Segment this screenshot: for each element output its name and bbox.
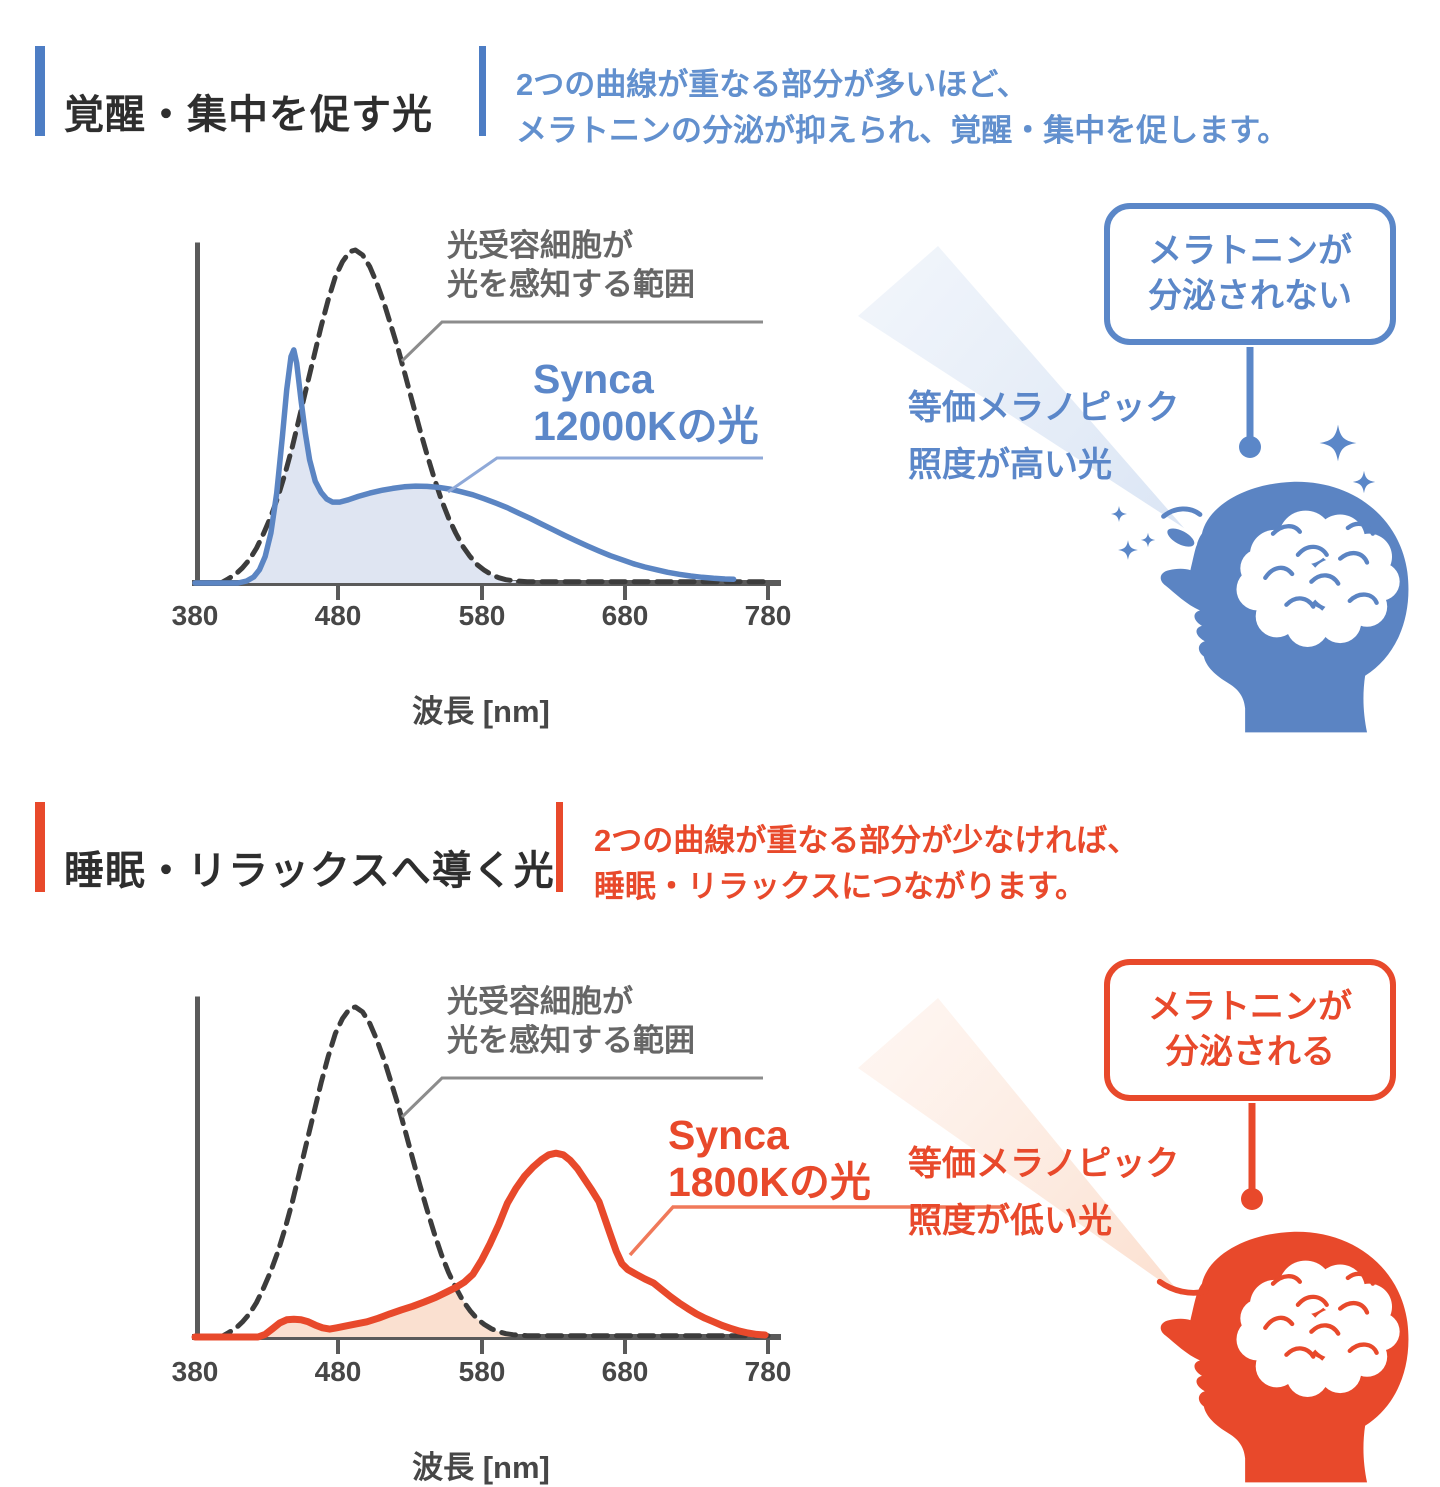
section-wake: 覚醒・集中を促す光 2つの曲線が重なる部分が多いほど、 メラトニンの分泌が抑えら… — [35, 46, 1440, 760]
section-title: 覚醒・集中を促す光 — [64, 93, 433, 137]
sensor-range-curve — [192, 1004, 771, 1340]
description-line: 睡眠・リラックスにつながります。 — [594, 869, 1086, 904]
awake-head-icon — [1161, 482, 1409, 733]
sensor-callout-line — [400, 320, 763, 363]
melatonin-speech-bubble: メラトニンが 分泌される — [1104, 959, 1396, 1101]
sensor-label-line: 光受容細胞が — [447, 228, 633, 263]
x-axis-title: 波長 [nm] — [412, 1450, 550, 1485]
melanopic-label: 等価メラノピック 照度が高い光 — [908, 380, 1179, 494]
section-accent-bar — [35, 46, 45, 136]
melanopic-label-line: 照度が高い光 — [908, 446, 1112, 484]
sensor-curve-label: 光受容細胞が 光を感知する範囲 — [447, 982, 695, 1060]
bubble-line: メラトニンが — [1148, 232, 1352, 270]
light-beam — [858, 998, 1182, 1296]
bubble-connector-dot — [1239, 436, 1261, 458]
bubble-connector-dot — [1241, 1188, 1263, 1210]
synca-label-line: 1800Kの光 — [668, 1159, 871, 1205]
melanopic-label-line: 照度が低い光 — [908, 1202, 1112, 1240]
section-sleep: 睡眠・リラックスへ導く光 2つの曲線が重なる部分が少なければ、 睡眠・リラックス… — [0, 756, 1440, 1485]
header-divider — [556, 802, 563, 892]
overlap-fill-area — [263, 1287, 516, 1337]
melanopic-label-line: 等価メラノピック — [908, 389, 1180, 427]
x-tick-580: 580 — [458, 1356, 506, 1387]
x-tick-780: 780 — [744, 600, 792, 631]
synca-callout-line — [628, 1205, 1005, 1257]
overlap-fill-area — [246, 410, 516, 583]
description-line: メラトニンの分泌が抑えられ、覚醒・集中を促します。 — [516, 113, 1289, 148]
description-line: 2つの曲線が重なる部分が少なければ、 — [594, 823, 1139, 858]
synca-label-line: Synca — [533, 356, 654, 402]
sensor-label-line: 光受容細胞が — [447, 984, 633, 1019]
sleep-graphics — [191, 996, 1440, 1485]
sensor-callout-line — [400, 1076, 763, 1119]
bubble-line: 分泌されない — [1148, 277, 1352, 315]
section-accent-bar — [35, 802, 45, 892]
asleep-head-icon — [1160, 1232, 1409, 1483]
sensor-label-line: 光を感知する範囲 — [447, 1023, 695, 1058]
section-description: 2つの曲線が重なる部分が多いほど、 メラトニンの分泌が抑えられ、覚醒・集中を促し… — [516, 62, 1288, 154]
x-axis-title: 波長 [nm] — [412, 694, 550, 729]
synca-curve-label: Synca 1800Kの光 — [668, 1112, 871, 1206]
synca-spectrum-curve — [191, 1149, 769, 1341]
section-title: 睡眠・リラックスへ導く光 — [64, 849, 555, 893]
x-tick-480: 480 — [314, 1356, 362, 1387]
synca-curve-label: Synca 12000Kの光 — [533, 356, 759, 450]
sensor-curve-label: 光受容細胞が 光を感知する範囲 — [447, 226, 695, 304]
section-description: 2つの曲線が重なる部分が少なければ、 睡眠・リラックスにつながります。 — [594, 818, 1138, 910]
x-tick-480: 480 — [314, 600, 362, 631]
wake-graphics — [192, 242, 1440, 760]
melanopic-label-line: 等価メラノピック — [908, 1145, 1180, 1183]
x-tick-680: 680 — [601, 1356, 649, 1387]
bubble-line: メラトニンが — [1148, 988, 1352, 1026]
description-line: 2つの曲線が重なる部分が多いほど、 — [516, 67, 1028, 102]
x-tick-380: 380 — [171, 1356, 219, 1387]
synca-spectrum-curve — [192, 347, 737, 586]
sensor-label-line: 光を感知する範囲 — [447, 267, 695, 302]
melatonin-speech-bubble: メラトニンが 分泌されない — [1104, 203, 1396, 345]
synca-label-line: 12000Kの光 — [533, 403, 759, 449]
synca-label-line: Synca — [668, 1112, 789, 1158]
synca-callout-line — [447, 456, 763, 494]
x-tick-380: 380 — [171, 600, 219, 631]
x-tick-680: 680 — [601, 600, 649, 631]
x-tick-580: 580 — [458, 600, 506, 631]
melanopic-label: 等価メラノピック 照度が低い光 — [908, 1136, 1179, 1250]
curves-layer — [191, 1004, 771, 1341]
bubble-line: 分泌される — [1165, 1033, 1335, 1071]
light-beam — [858, 246, 1184, 528]
curves-layer — [192, 247, 771, 586]
x-tick-780: 780 — [744, 1356, 792, 1387]
header-divider — [479, 46, 486, 136]
sensor-range-curve — [192, 247, 771, 586]
